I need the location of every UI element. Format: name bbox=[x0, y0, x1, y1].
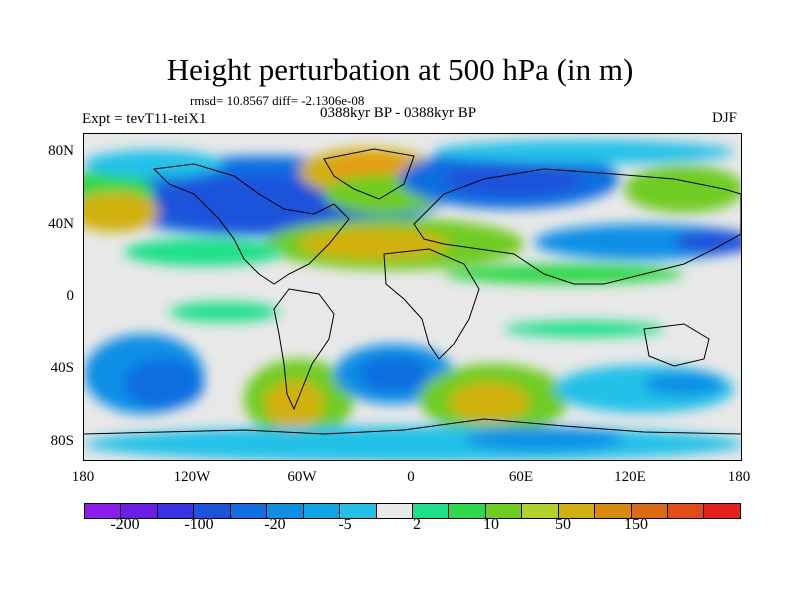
colorbar-cell bbox=[412, 504, 450, 518]
colorbar-label: 2 bbox=[413, 516, 421, 533]
coastline-australia bbox=[643, 323, 710, 367]
field-blob bbox=[124, 238, 284, 266]
period-label: 0388kyr BP - 0388kyr BP bbox=[320, 105, 477, 121]
colorbar-cell bbox=[485, 504, 523, 518]
colorbar-cell bbox=[194, 504, 231, 518]
colorbar-cell bbox=[157, 504, 195, 518]
field-blob bbox=[124, 359, 204, 409]
coastline-eurasia bbox=[413, 168, 741, 285]
colorbar-label: 50 bbox=[555, 516, 571, 533]
colorbar-cell bbox=[668, 504, 705, 518]
field-blob bbox=[299, 228, 449, 260]
colorbar-cell bbox=[85, 504, 122, 518]
lon-label: 180 bbox=[71, 469, 95, 485]
coastline-south-america bbox=[273, 288, 335, 411]
experiment-label: Expt = tevT11-teiX1 bbox=[82, 111, 207, 127]
colorbar-cell bbox=[376, 504, 413, 518]
field-blob bbox=[84, 192, 159, 232]
lon-label: 60W bbox=[287, 469, 317, 485]
colorbar-label: 10 bbox=[483, 516, 499, 533]
field-blob bbox=[674, 230, 741, 254]
field-blob bbox=[84, 150, 224, 178]
map-panel bbox=[83, 133, 742, 461]
field-blob bbox=[139, 176, 379, 232]
colorbar-cell bbox=[340, 504, 377, 518]
coastline-africa bbox=[383, 248, 480, 360]
lon-label: 120E bbox=[614, 469, 646, 485]
contour-map bbox=[84, 140, 741, 460]
field-blob bbox=[444, 161, 584, 197]
lat-label: 80N bbox=[48, 143, 74, 159]
colorbar-cell bbox=[267, 504, 304, 518]
lon-label: 120W bbox=[173, 469, 211, 485]
lat-label: 80S bbox=[50, 433, 74, 449]
coastline-north-america bbox=[152, 163, 350, 285]
colorbar-cell bbox=[449, 504, 486, 518]
lat-label: 40S bbox=[50, 360, 74, 376]
lon-label: 180 bbox=[727, 469, 751, 485]
colorbar-cell bbox=[230, 504, 268, 518]
field-blob bbox=[464, 427, 624, 451]
coastline-antarctica bbox=[84, 418, 741, 435]
colorbar-cell bbox=[522, 504, 559, 518]
coastlines bbox=[84, 148, 741, 435]
colorbar-label: -5 bbox=[338, 516, 352, 533]
field-blob bbox=[504, 321, 664, 337]
field-blob bbox=[449, 382, 529, 422]
field-blob bbox=[169, 302, 279, 322]
field-blob bbox=[644, 372, 724, 396]
colorbar-cell bbox=[631, 504, 668, 518]
lon-label: 0 bbox=[407, 469, 415, 485]
colorbar-label: -100 bbox=[184, 516, 214, 533]
colorbar-label: -200 bbox=[110, 516, 140, 533]
field-blob bbox=[359, 356, 429, 392]
stats-line: rmsd= 10.8567 diff= -2.1306e-08 bbox=[190, 93, 365, 108]
coastline-greenland bbox=[323, 148, 415, 200]
lon-label: 60E bbox=[508, 469, 534, 485]
plot-title: Height perturbation at 500 hPa (in m) bbox=[166, 52, 634, 87]
colorbar-cell bbox=[303, 504, 341, 518]
season-label: DJF bbox=[712, 110, 738, 126]
colorbar bbox=[84, 503, 741, 519]
colorbar-label: 150 bbox=[624, 516, 648, 533]
colorbar-cell bbox=[558, 504, 596, 518]
colorbar-cell bbox=[595, 504, 632, 518]
lat-label: 40N bbox=[48, 216, 74, 232]
colorbar-label: -20 bbox=[264, 516, 286, 533]
field-blob bbox=[434, 140, 734, 164]
lat-label: 0 bbox=[66, 288, 75, 304]
colorbar-cell bbox=[121, 504, 158, 518]
field-blob bbox=[264, 380, 324, 428]
colorbar-cell bbox=[704, 504, 740, 518]
